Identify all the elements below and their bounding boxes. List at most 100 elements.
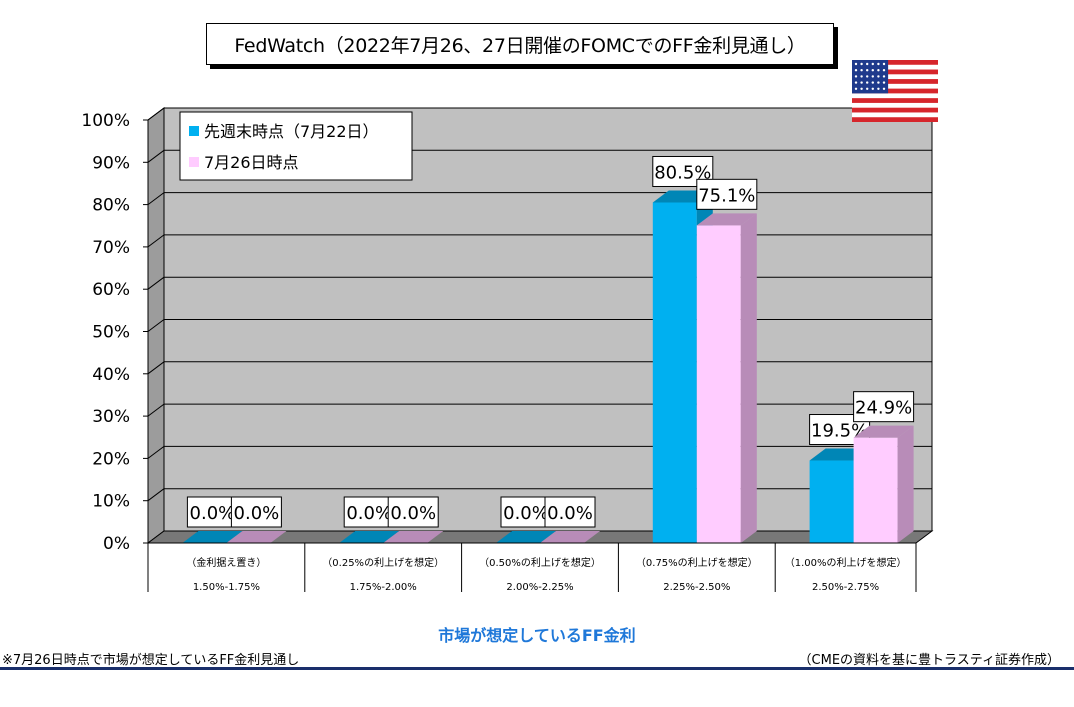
data-label: 80.5% bbox=[654, 162, 711, 183]
y-tick-label: 10% bbox=[92, 492, 130, 512]
y-tick-label: 90% bbox=[92, 153, 130, 173]
flag-canton bbox=[852, 60, 889, 94]
chart-title: FedWatch（2022年7月26、27日開催のFOMCでのFF金利見通し） bbox=[206, 23, 834, 65]
category-label-line1: （金利据え置き） bbox=[186, 556, 266, 569]
flag-star bbox=[854, 69, 858, 72]
bar: 24.9% bbox=[853, 391, 915, 543]
flag-star bbox=[866, 69, 869, 72]
bar-front bbox=[809, 460, 854, 543]
footnote-left: ※7月26日時点で市場が想定しているFF金利見通し bbox=[2, 653, 300, 668]
data-label-box bbox=[696, 178, 758, 210]
flag-star bbox=[877, 87, 880, 91]
bar-side bbox=[897, 425, 914, 543]
data-label: 0.0% bbox=[190, 503, 236, 524]
legend-swatch bbox=[189, 126, 199, 136]
flag-stripe bbox=[852, 107, 938, 113]
bar-chart: 0%10%20%30%40%50%60%70%80%90%100% 0.0%0.… bbox=[81, 60, 938, 593]
bar-side bbox=[740, 213, 757, 543]
flag-star bbox=[877, 81, 880, 84]
gridline-diagonal bbox=[147, 319, 165, 332]
flag-star bbox=[860, 62, 863, 66]
data-label: 0.0% bbox=[547, 503, 593, 524]
flag-star bbox=[882, 75, 886, 78]
category-label-line1: （0.50%の利上げを想定） bbox=[479, 556, 601, 569]
data-label-box bbox=[230, 496, 282, 528]
legend-swatch bbox=[189, 157, 199, 167]
data-label-box bbox=[186, 496, 238, 528]
gridline-diagonal bbox=[147, 445, 165, 459]
bar-top bbox=[383, 531, 444, 543]
flag-star bbox=[866, 62, 869, 66]
flag-star bbox=[871, 81, 874, 84]
data-label-box bbox=[387, 496, 439, 528]
flag-star bbox=[871, 87, 874, 91]
bar: 0.0% bbox=[383, 496, 444, 543]
footnote-right: （CMEの資料を基に豊トラスティ証券作成） bbox=[798, 653, 1060, 668]
legend-label: 7月26日時点 bbox=[204, 153, 299, 172]
gridline-diagonal bbox=[147, 192, 165, 206]
flag-star bbox=[877, 69, 880, 72]
flag-star bbox=[854, 81, 858, 84]
category-label-line1: （1.00%の利上げを想定） bbox=[785, 556, 907, 569]
data-label: 19.5% bbox=[811, 421, 868, 442]
bar-front bbox=[696, 225, 741, 543]
bar: 0.0% bbox=[182, 496, 243, 543]
bar: 0.0% bbox=[540, 496, 600, 543]
y-axis: 0% 10% 20% 30% 40% 50% 60% 70% 80% 90% 100% bbox=[81, 111, 149, 554]
flag-stripe bbox=[852, 88, 938, 94]
gridline-diagonal bbox=[147, 403, 165, 417]
data-label: 0.0% bbox=[346, 503, 392, 524]
bar-top bbox=[182, 531, 243, 543]
flag-star bbox=[882, 87, 886, 91]
flag-star bbox=[860, 75, 863, 78]
legend: 先週末時点（7月22日） 7月26日時点 bbox=[179, 111, 413, 181]
bar: 0.0% bbox=[226, 496, 287, 543]
flag-star bbox=[854, 75, 858, 78]
gridline-diagonal bbox=[147, 488, 165, 502]
bar-front bbox=[853, 437, 898, 543]
gridlines bbox=[147, 107, 932, 502]
y-tick-label: 40% bbox=[92, 365, 130, 385]
bottom-rule bbox=[0, 667, 1074, 670]
flag-star bbox=[860, 87, 863, 91]
gridline-diagonal bbox=[147, 107, 165, 121]
category-label-line1: （0.75%の利上げを想定） bbox=[636, 556, 758, 569]
us-flag-icon bbox=[852, 60, 938, 122]
bar: 0.0% bbox=[339, 496, 400, 543]
y-tick-label: 100% bbox=[81, 111, 130, 131]
bar-top bbox=[540, 531, 600, 543]
data-label-box bbox=[853, 391, 915, 423]
data-label-box bbox=[544, 496, 596, 528]
data-label: 24.9% bbox=[855, 398, 912, 419]
flag-star bbox=[882, 62, 886, 66]
category-label-line2: 2.50%-2.75% bbox=[812, 582, 879, 593]
legend-label: 先週末時点（7月22日） bbox=[204, 122, 379, 141]
x-axis-table: （金利据え置き） 1.50%-1.75% （0.25%の利上げを想定） 1.75%-2… bbox=[147, 542, 917, 593]
bar-front bbox=[652, 202, 697, 544]
y-tick-label: 60% bbox=[92, 280, 130, 300]
bar-top bbox=[853, 425, 914, 438]
flag-star bbox=[871, 62, 874, 66]
category-label-line1: （0.25%の利上げを想定） bbox=[322, 556, 444, 569]
y-tick-label: 0% bbox=[103, 534, 130, 554]
data-label: 75.1% bbox=[698, 185, 755, 206]
flag-stripe bbox=[852, 98, 938, 103]
flag-stripe bbox=[852, 79, 938, 84]
data-label: 0.0% bbox=[503, 503, 549, 524]
flag-stripe bbox=[852, 60, 938, 65]
y-tick-label: 30% bbox=[92, 407, 130, 427]
x-axis-label: 市場が想定しているFF金利 bbox=[438, 626, 636, 645]
category-label-line2: 1.75%-2.00% bbox=[350, 582, 417, 593]
flag-star bbox=[854, 62, 858, 66]
legend-box bbox=[179, 111, 413, 181]
gridline-diagonal bbox=[147, 234, 165, 248]
gridline-diagonal bbox=[147, 276, 165, 290]
flag-star bbox=[860, 69, 863, 72]
bar-top bbox=[496, 531, 556, 543]
y-tick-label: 70% bbox=[92, 238, 130, 258]
flag-star bbox=[854, 87, 858, 91]
flag-stripe bbox=[852, 69, 938, 75]
flag-star bbox=[866, 75, 869, 78]
flag-star bbox=[882, 69, 886, 72]
flag-star bbox=[877, 75, 880, 78]
